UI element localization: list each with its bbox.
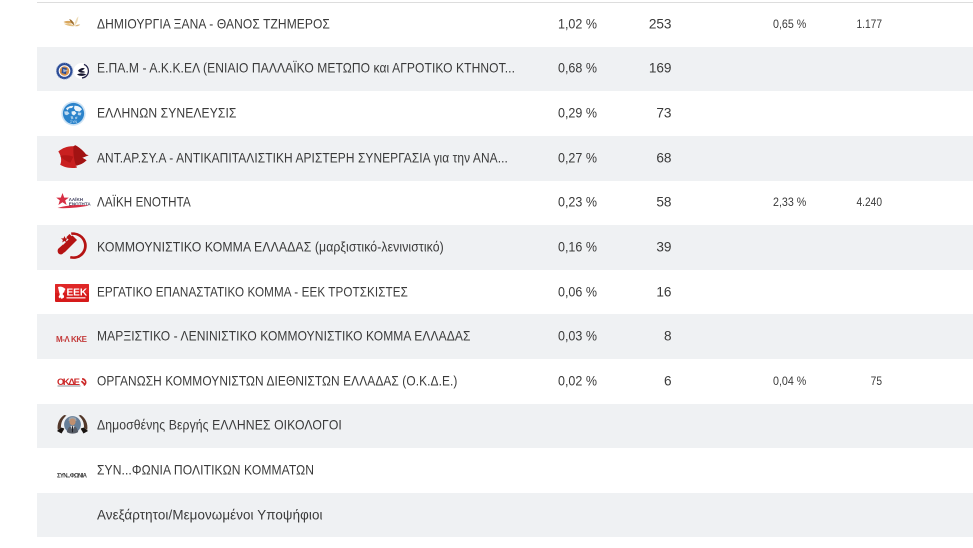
svg-text:Μ-Λ ΚΚΕ: Μ-Λ ΚΚΕ [56,335,88,344]
svg-text:ΣΥΝ...ΦΩΝΙΑ: ΣΥΝ...ΦΩΝΙΑ [57,473,88,479]
svg-text:ΛΑΪΚΗ: ΛΑΪΚΗ [69,195,84,201]
svg-text:ΟΚΔΕ: ΟΚΔΕ [57,377,80,388]
svg-text:ΕΝΟΤΗΤΑ: ΕΝΟΤΗΤΑ [69,201,91,206]
svg-text:ΣΥΝ: ΣΥΝ [70,120,77,124]
svg-text:EEK: EEK [67,287,88,298]
